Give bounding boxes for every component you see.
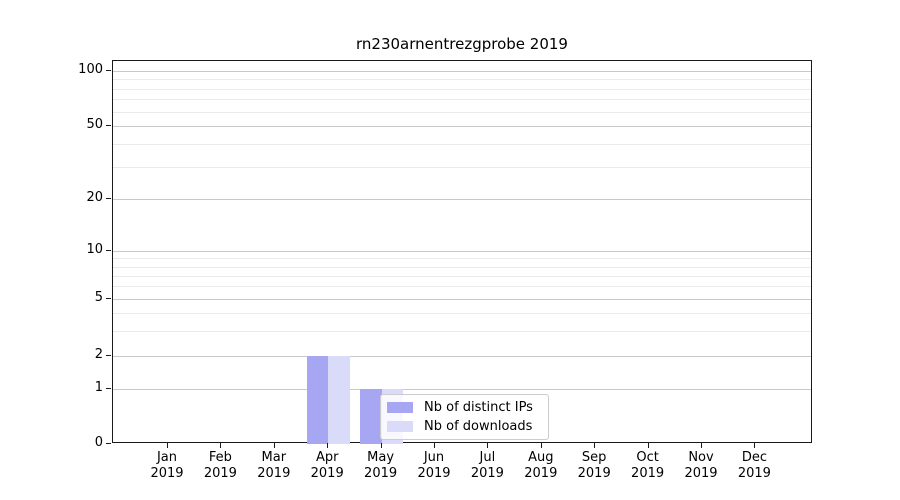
x-tick-month: Jul — [479, 450, 496, 465]
legend-label: Nb of downloads — [424, 419, 533, 434]
y-minor-gridline — [113, 266, 811, 268]
y-minor-gridline — [113, 258, 811, 260]
x-tick-mark — [220, 443, 222, 448]
y-major-gridline — [113, 299, 811, 301]
x-tick-year: 2019 — [470, 466, 504, 481]
y-minor-gridline — [113, 111, 811, 113]
x-tick-label: Mar 2019 — [257, 450, 290, 482]
y-minor-gridline — [113, 286, 811, 288]
x-tick-year: 2019 — [737, 466, 771, 481]
x-tick-label: Oct 2019 — [631, 450, 664, 482]
y-tick-label: 100 — [78, 62, 103, 77]
y-minor-gridline — [113, 312, 811, 314]
y-tick-label: 0 — [94, 435, 103, 450]
y-major-gridline — [113, 251, 811, 252]
x-tick-month: Mar — [261, 450, 287, 465]
x-tick-label: Sep 2019 — [578, 450, 611, 482]
x-tick-mark — [647, 443, 649, 448]
y-tick-mark — [106, 298, 111, 300]
bar-nb-of-downloads — [328, 356, 350, 444]
x-tick-mark — [540, 443, 542, 448]
y-major-gridline — [113, 126, 811, 127]
legend-swatch — [387, 402, 413, 413]
y-major-gridline — [113, 71, 811, 72]
x-tick-label: Dec 2019 — [738, 450, 771, 482]
x-tick-year: 2019 — [364, 466, 398, 481]
x-tick-mark — [167, 443, 168, 448]
bar-nb-of-distinct-ips — [306, 356, 329, 444]
y-minor-gridline — [113, 99, 811, 101]
y-tick-mark — [106, 443, 111, 444]
x-tick-month: Aug — [528, 450, 554, 465]
legend: Nb of distinct IPs Nb of downloads — [380, 394, 549, 440]
x-tick-year: 2019 — [631, 466, 665, 481]
x-tick-month: Apr — [315, 450, 339, 465]
y-tick-label: 50 — [86, 117, 103, 132]
y-tick-label: 10 — [86, 242, 103, 257]
x-tick-mark — [701, 443, 702, 448]
y-major-gridline — [113, 389, 811, 391]
x-tick-year: 2019 — [524, 466, 558, 481]
y-tick-mark — [106, 250, 111, 251]
x-tick-year: 2019 — [203, 466, 237, 481]
x-tick-label: Jan 2019 — [150, 450, 183, 482]
x-tick-month: Sep — [581, 450, 607, 465]
chart-title: rn230arnentrezgprobe 2019 — [356, 35, 568, 53]
x-tick-mark — [327, 443, 329, 448]
y-minor-gridline — [113, 330, 811, 332]
x-tick-label: Jul 2019 — [471, 450, 504, 482]
y-tick-mark — [106, 198, 111, 200]
x-tick-mark — [273, 443, 275, 448]
x-tick-month: Feb — [208, 450, 232, 465]
y-minor-gridline — [113, 88, 811, 90]
x-tick-month: Nov — [688, 450, 714, 465]
legend-swatch — [387, 421, 413, 432]
bar-nb-of-distinct-ips — [359, 389, 382, 444]
y-tick-label: 2 — [94, 347, 103, 362]
y-tick-mark — [106, 388, 111, 390]
x-tick-mark — [380, 443, 382, 448]
y-tick-mark — [106, 70, 111, 71]
x-tick-mark — [594, 443, 596, 448]
y-tick-label: 1 — [94, 380, 103, 396]
x-tick-label: Feb 2019 — [204, 450, 237, 482]
y-tick-mark — [106, 355, 111, 356]
y-minor-gridline — [113, 79, 811, 81]
x-tick-month: Jan — [156, 450, 178, 465]
x-tick-month: Dec — [741, 450, 767, 465]
x-tick-year: 2019 — [684, 466, 718, 481]
legend-row: Nb of distinct IPs — [387, 401, 540, 414]
x-tick-month: Oct — [636, 450, 659, 465]
x-tick-month: May — [367, 450, 395, 465]
x-tick-mark — [754, 443, 756, 448]
x-tick-year: 2019 — [417, 466, 451, 481]
y-minor-gridline — [113, 166, 811, 168]
x-tick-label: Aug 2019 — [524, 450, 557, 482]
x-tick-year: 2019 — [310, 466, 344, 481]
x-tick-month: Jun — [423, 450, 445, 465]
plot-area: Nb of distinct IPs Nb of downloads — [112, 60, 812, 444]
x-tick-label: Apr 2019 — [311, 450, 344, 482]
x-tick-label: Nov 2019 — [684, 450, 717, 482]
legend-label: Nb of distinct IPs — [424, 400, 533, 415]
x-tick-year: 2019 — [577, 466, 611, 481]
y-tick-mark — [106, 125, 111, 126]
x-tick-label: Jun 2019 — [417, 450, 450, 482]
x-tick-year: 2019 — [257, 466, 291, 481]
y-minor-gridline — [113, 143, 811, 145]
y-major-gridline — [113, 199, 811, 201]
y-minor-gridline — [113, 275, 811, 277]
x-tick-year: 2019 — [150, 466, 184, 481]
x-tick-mark — [487, 443, 489, 448]
x-tick-label: May 2019 — [364, 450, 397, 482]
x-tick-mark — [434, 443, 435, 448]
y-major-gridline — [113, 356, 811, 357]
y-tick-label: 20 — [86, 190, 103, 206]
y-tick-label: 5 — [94, 290, 103, 306]
legend-row: Nb of downloads — [387, 420, 540, 433]
